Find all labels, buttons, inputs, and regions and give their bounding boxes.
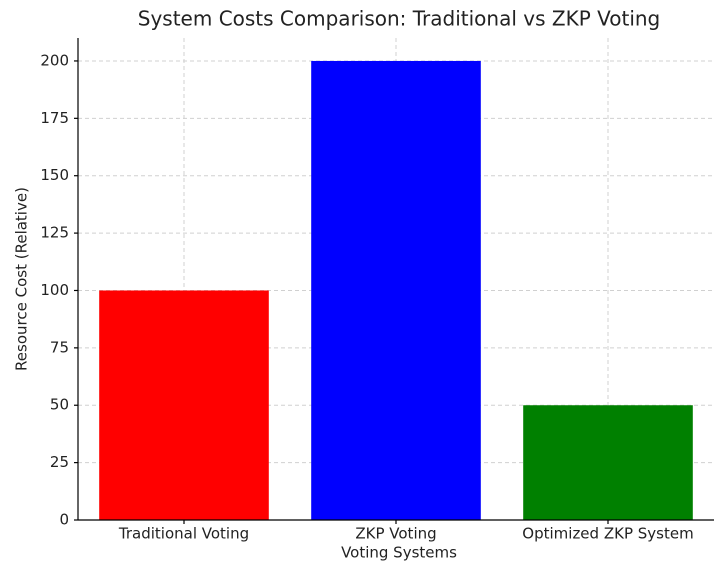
y-tick-label: 50 <box>50 396 69 414</box>
y-tick-label: 150 <box>40 166 69 184</box>
y-axis-label: Resource Cost (Relative) <box>13 187 31 371</box>
y-tick-label: 125 <box>40 224 69 242</box>
bar <box>99 290 269 520</box>
y-tick-label: 0 <box>59 511 69 529</box>
y-tick-label: 175 <box>40 109 69 127</box>
x-tick-label: Traditional Voting <box>118 525 249 543</box>
x-tick-label: Optimized ZKP System <box>522 525 693 543</box>
y-tick-label: 200 <box>40 51 69 69</box>
bar <box>523 405 693 520</box>
y-tick-label: 100 <box>40 281 69 299</box>
x-axis-label: Voting Systems <box>341 544 457 562</box>
x-tick-label: ZKP Voting <box>355 525 436 543</box>
bar <box>311 60 481 520</box>
y-tick-label: 75 <box>50 338 69 356</box>
chart-title: System Costs Comparison: Traditional vs … <box>138 7 661 31</box>
y-tick-label: 25 <box>50 453 69 471</box>
